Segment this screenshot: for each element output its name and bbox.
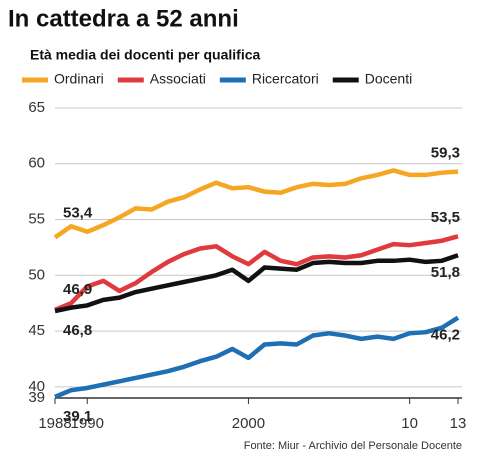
y-tick-label: 40 (28, 378, 45, 395)
y-tick-label: 39 (28, 389, 45, 406)
chart-title: In cattedra a 52 anni (8, 5, 239, 32)
y-tick-label: 60 (28, 155, 45, 172)
series-line (54, 234, 459, 312)
data-label: 46,8 (63, 322, 92, 339)
y-tick-label: 55 (28, 211, 45, 228)
x-tick-label: 1990 (71, 415, 104, 432)
data-label: 51,8 (431, 264, 460, 281)
source: Fonte: Miur - Archivio del Personale Doc… (244, 440, 462, 452)
x-tick-label: 13 (450, 415, 467, 432)
data-label: 53,5 (431, 209, 460, 226)
legend-label: Ricercatori (252, 71, 319, 87)
data-label: 53,4 (63, 204, 93, 221)
data-label: 46,9 (63, 281, 92, 298)
series-line (53, 168, 459, 240)
x-tick-label: 2000 (232, 415, 265, 432)
series-line (54, 315, 460, 399)
chart-subtitle: Età media dei docenti per qualifica (30, 47, 260, 63)
legend-label: Docenti (365, 71, 412, 87)
data-label: 46,2 (431, 327, 460, 344)
data-label: 39,1 (63, 408, 92, 425)
series-line (54, 253, 459, 314)
legend-label: Ordinari (54, 71, 104, 87)
y-tick-label: 45 (28, 322, 45, 339)
y-tick-label: 50 (28, 266, 45, 283)
data-label: 59,3 (431, 145, 460, 162)
x-tick-label: 1988 (38, 415, 71, 432)
y-tick-label: 65 (28, 99, 45, 116)
x-tick-label: 10 (401, 415, 418, 432)
legend-label: Associati (150, 71, 206, 87)
